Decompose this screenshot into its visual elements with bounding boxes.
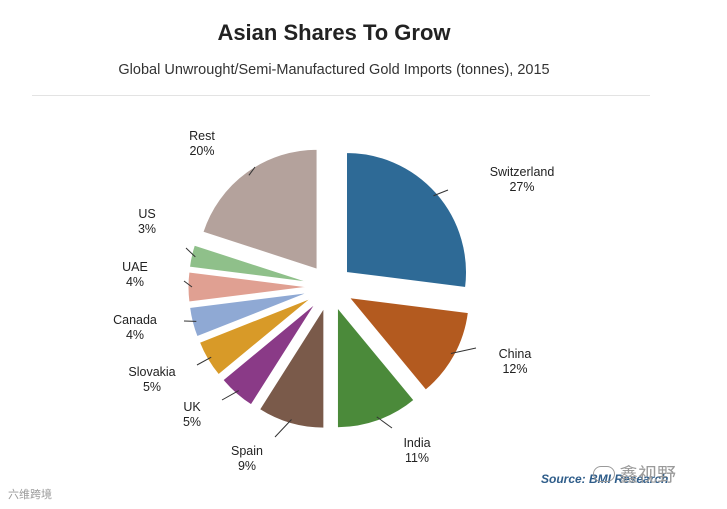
slice-label-us: US: [138, 207, 155, 221]
slice-label-rest: Rest: [189, 129, 215, 143]
leader-line-us: [185, 247, 196, 258]
watermark-left: 六维跨境: [8, 489, 52, 501]
chart-subtitle: Global Unwrought/Semi-Manufactured Gold …: [118, 62, 550, 78]
leader-line-slovakia: [196, 356, 212, 366]
slice-value-uk: 5%: [183, 415, 201, 429]
pie-slice-us: [188, 244, 309, 283]
pie-slice-spain: [258, 306, 325, 429]
pie-slice-canada: [189, 291, 309, 338]
watermark-right: 鑫视野: [593, 460, 676, 487]
slice-label-uae: UAE: [122, 260, 148, 274]
leader-line-uae: [183, 280, 193, 288]
leader-line-india: [376, 416, 393, 429]
pie-slice-switzerland: [346, 151, 467, 289]
slice-value-india: 11%: [405, 451, 429, 465]
slice-value-china: 12%: [502, 362, 527, 376]
slice-value-slovakia: 5%: [143, 380, 161, 394]
watermark-right-text: 鑫视野: [619, 465, 677, 486]
slice-label-switzerland: Switzerland: [490, 165, 555, 179]
pie-slice-china: [348, 296, 469, 391]
slice-value-rest: 20%: [189, 144, 214, 158]
chart-title: Asian Shares To Grow: [217, 20, 451, 45]
pie-slice-uk: [222, 303, 316, 406]
slice-label-uk: UK: [183, 400, 201, 414]
slice-value-us: 3%: [138, 222, 156, 236]
title-divider: [32, 95, 650, 96]
leader-line-switzerland: [433, 189, 449, 197]
slice-label-canada: Canada: [113, 313, 157, 327]
slice-value-spain: 9%: [238, 459, 256, 473]
leader-line-china: [450, 347, 477, 354]
pie-slice-india: [336, 306, 415, 429]
leader-line-uk: [221, 390, 239, 401]
chat-bubble-icon: [593, 465, 615, 482]
slice-label-china: China: [499, 347, 532, 361]
slice-value-uae: 4%: [126, 275, 144, 289]
pie-slice-uae: [187, 271, 309, 303]
leader-line-rest: [248, 166, 256, 176]
source-note: Source: BMI Research: [541, 472, 669, 486]
leader-line-spain: [274, 419, 292, 438]
slice-label-india: India: [403, 436, 430, 450]
slice-value-switzerland: 27%: [509, 180, 534, 194]
pie-slice-rest: [202, 148, 318, 270]
slice-value-canada: 4%: [126, 328, 144, 342]
slice-label-spain: Spain: [231, 444, 263, 458]
slice-label-slovakia: Slovakia: [128, 365, 175, 379]
